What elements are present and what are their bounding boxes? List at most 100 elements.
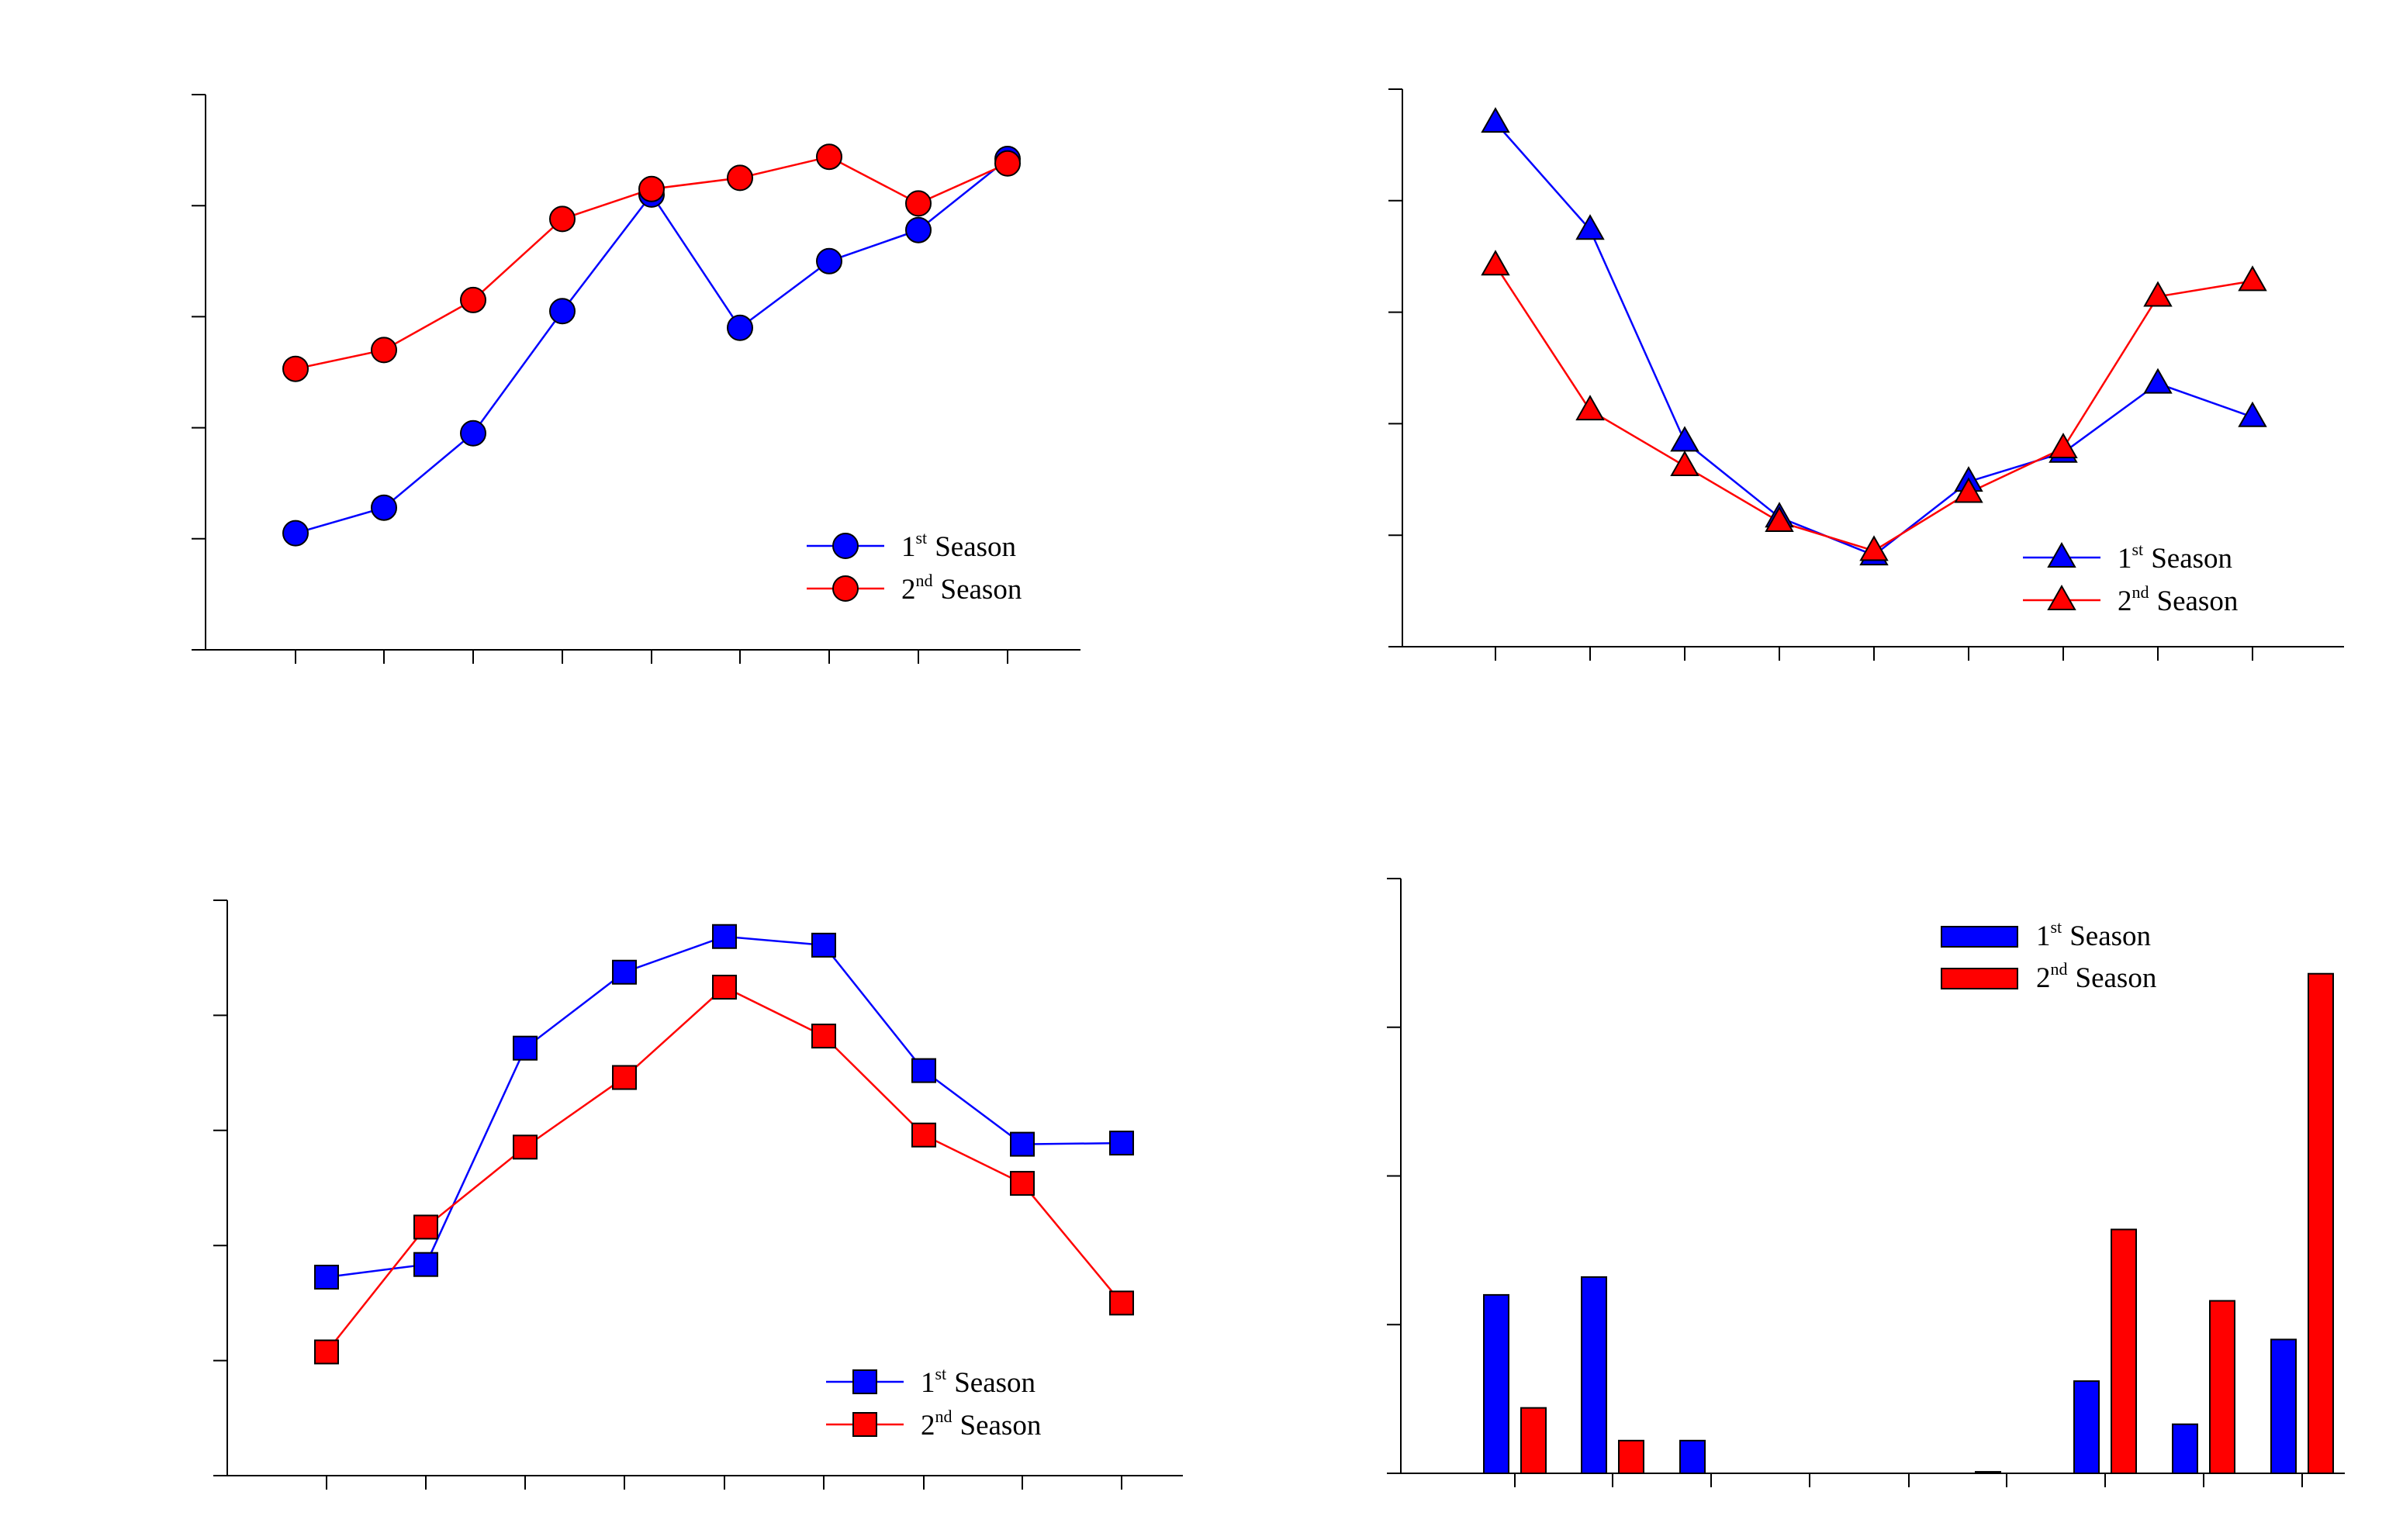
legend-label-2: 2nd Season [921,1407,1041,1442]
legend-number: 2 [2036,962,2051,994]
point-season1-jul [1575,214,1605,240]
point-season2-feb [1109,1290,1134,1316]
point-season1-feb [2238,401,2267,427]
legend-number: 2 [921,1410,935,1442]
point-season2-nov [811,1024,836,1049]
series-line-season1 [295,158,1008,534]
legend-word: Season [2069,920,2151,952]
point-season1-oct [712,924,737,949]
point-season2-dec [2049,433,2078,459]
bar-season2-jan [2209,1300,2235,1474]
series-line-season1 [1495,122,2253,557]
legend-label-1: 1st Season [2036,917,2151,952]
legend-label-1: 1st Season [2118,540,2232,575]
legend-marker-season1 [2047,541,2076,568]
point-season2-oct [1859,535,1889,561]
bar-season2-jun [1520,1407,1547,1475]
point-season2-sep [612,1065,637,1090]
legend-word: Season [2157,585,2239,617]
legend-superscript: nd [2051,959,2068,979]
point-season1-aug [1670,426,1699,452]
legend-number: 1 [2036,920,2051,952]
point-season2-aug [513,1134,538,1160]
bar-season2-feb [2308,972,2334,1474]
legend-marker-season1 [832,533,859,559]
legend-number: 2 [901,574,916,606]
legend-label-2: 2nd Season [2036,959,2156,994]
point-season1-jul [371,494,397,521]
point-season2-feb [2238,265,2267,292]
legend-word: Season [954,1367,1036,1399]
point-season1-jun [282,520,309,547]
point-season2-dec [911,1122,936,1148]
legend-marker-season1 [852,1369,877,1394]
bar-season1-jan [2172,1423,2198,1475]
point-season1-jun [1481,107,1510,133]
legend-superscript: st [2132,540,2144,559]
point-season1-feb [1109,1131,1134,1156]
legend-number: 1 [921,1367,935,1399]
legend-number: 1 [2118,543,2132,575]
point-season2-sep [549,205,576,233]
bar-season2-dec [2111,1228,2137,1475]
bar-season1-feb [2270,1338,2297,1475]
point-season1-nov [727,314,753,341]
legend-superscript: nd [916,571,933,590]
point-season1-aug [513,1035,538,1061]
point-season1-jul [413,1252,438,1277]
bar-season1-aug [1679,1439,1706,1474]
legend-label-1: 1st Season [901,528,1016,563]
legend-word: Season [941,574,1022,606]
point-season2-jan [1010,1171,1035,1196]
legend-number: 1 [901,531,916,563]
point-season2-sep [1765,506,1794,532]
legend-marker-season2 [852,1412,877,1437]
legend-superscript: nd [935,1407,953,1426]
point-season2-dec [816,143,842,171]
legend-label-2: 2nd Season [2118,582,2238,617]
series-line-season2 [326,986,1122,1353]
legend-number: 2 [2118,585,2132,617]
bar-season1-jun [1483,1293,1509,1475]
point-season2-jan [905,190,932,217]
legend-superscript: st [935,1364,947,1383]
point-season2-jul [413,1214,438,1240]
point-season2-aug [1670,451,1699,477]
point-season1-jan [2143,368,2173,394]
legend-superscript: st [916,528,928,547]
legend-marker-season2 [2047,584,2076,610]
legend-marker-season2 [832,575,859,602]
point-season1-dec [911,1058,936,1083]
bar-season1-nov [1975,1471,2001,1475]
point-season1-jan [905,216,932,243]
legend-label-2: 2nd Season [901,571,1022,606]
point-season1-jun [314,1265,339,1290]
point-season2-jul [371,337,397,364]
point-season2-oct [712,975,737,1000]
legend-word: Season [2076,962,2157,994]
point-season1-dec [816,247,842,275]
point-season2-jun [1481,250,1510,276]
point-season2-jun [314,1339,339,1365]
legend-word: Season [935,531,1016,563]
point-season1-aug [460,420,486,447]
point-season1-sep [612,959,637,985]
bar-season1-dec [2073,1380,2100,1474]
point-season1-jan [1010,1131,1035,1157]
point-season2-oct [638,175,665,202]
bar-season1-jul [1581,1276,1607,1475]
point-season2-jul [1575,395,1605,421]
legend-word: Season [960,1410,1042,1442]
legend-superscript: nd [2132,582,2149,602]
point-season1-sep [549,298,576,325]
legend-swatch-season1 [1941,926,2018,948]
point-season2-jun [282,355,309,382]
point-season2-feb [994,150,1021,177]
point-season2-nov [1954,477,1983,503]
bar-season2-jul [1618,1439,1644,1474]
legend-word: Season [2151,543,2232,575]
point-season2-nov [727,164,753,192]
legend-swatch-season2 [1941,968,2018,989]
